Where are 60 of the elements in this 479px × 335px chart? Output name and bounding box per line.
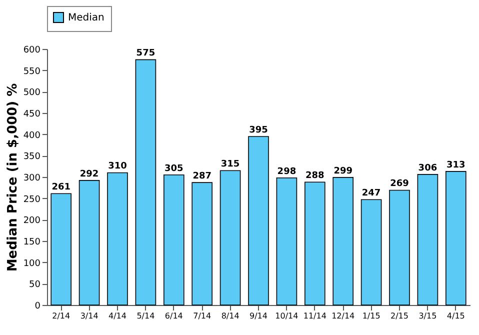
bar bbox=[417, 174, 438, 306]
data-label: 575 bbox=[136, 48, 156, 59]
data-label: 261 bbox=[52, 182, 70, 193]
data-label: 310 bbox=[108, 162, 127, 172]
x-tick-label: 2/15 bbox=[390, 312, 408, 320]
bar bbox=[276, 177, 298, 306]
data-label: 269 bbox=[390, 179, 409, 190]
y-tick-label: 400 bbox=[23, 130, 41, 141]
data-label: 313 bbox=[446, 160, 466, 170]
y-tick-label: 300 bbox=[23, 174, 41, 184]
bar bbox=[50, 193, 72, 306]
x-tick-label: 11/14 bbox=[303, 312, 326, 320]
y-tick-label: 0 bbox=[34, 302, 41, 312]
bar bbox=[446, 171, 466, 306]
x-tick-label: 7/14 bbox=[193, 312, 212, 320]
bar bbox=[135, 59, 156, 306]
bar bbox=[248, 136, 269, 306]
y-tick-label: 150 bbox=[23, 238, 41, 248]
x-tick-label: 4/15 bbox=[446, 312, 465, 320]
data-label: 299 bbox=[334, 166, 352, 176]
x-tick-label: 8/14 bbox=[221, 312, 240, 320]
x-tick-label: 3/14 bbox=[80, 312, 98, 320]
data-label: 306 bbox=[418, 163, 438, 174]
legend-label: Median bbox=[68, 12, 104, 24]
bar bbox=[360, 199, 382, 306]
y-tick-label: 450 bbox=[23, 110, 41, 120]
x-tick-label: 4/14 bbox=[108, 312, 126, 320]
x-tick-label: 5/14 bbox=[136, 312, 155, 320]
y-tick-label: 200 bbox=[23, 216, 41, 226]
bar bbox=[332, 177, 354, 306]
x-tick-label: 3/15 bbox=[418, 312, 437, 320]
bar bbox=[78, 180, 100, 306]
data-label: 287 bbox=[192, 172, 212, 182]
x-tick-label: 1/15 bbox=[362, 312, 380, 320]
data-label: 247 bbox=[362, 188, 381, 199]
y-tick-label: 250 bbox=[23, 194, 41, 205]
bar bbox=[164, 174, 184, 306]
bar bbox=[107, 172, 128, 306]
bar bbox=[389, 190, 410, 306]
bar bbox=[220, 170, 241, 306]
y-tick-label: 550 bbox=[23, 66, 41, 77]
y-axis-title: Median Price (in $,000) % bbox=[5, 83, 20, 272]
data-label: 315 bbox=[220, 160, 240, 170]
y-tick-label: 100 bbox=[23, 258, 41, 269]
data-label: 292 bbox=[80, 169, 99, 180]
data-label: 305 bbox=[164, 164, 184, 174]
x-tick-label: 10/14 bbox=[275, 312, 298, 320]
bar bbox=[304, 182, 326, 306]
data-label: 298 bbox=[277, 166, 296, 177]
x-tick-label: 6/14 bbox=[164, 312, 183, 320]
data-label: 288 bbox=[306, 171, 324, 182]
y-tick-label: 600 bbox=[23, 46, 41, 56]
x-tick-label: 9/14 bbox=[250, 312, 268, 320]
x-tick-label: 12/14 bbox=[332, 312, 355, 320]
y-tick-label: 350 bbox=[23, 152, 41, 162]
y-tick-label: 500 bbox=[23, 88, 41, 98]
bar bbox=[192, 182, 212, 306]
data-label: 395 bbox=[249, 125, 268, 136]
x-tick-label: 2/14 bbox=[52, 312, 70, 320]
y-tick-label: 50 bbox=[29, 280, 41, 290]
